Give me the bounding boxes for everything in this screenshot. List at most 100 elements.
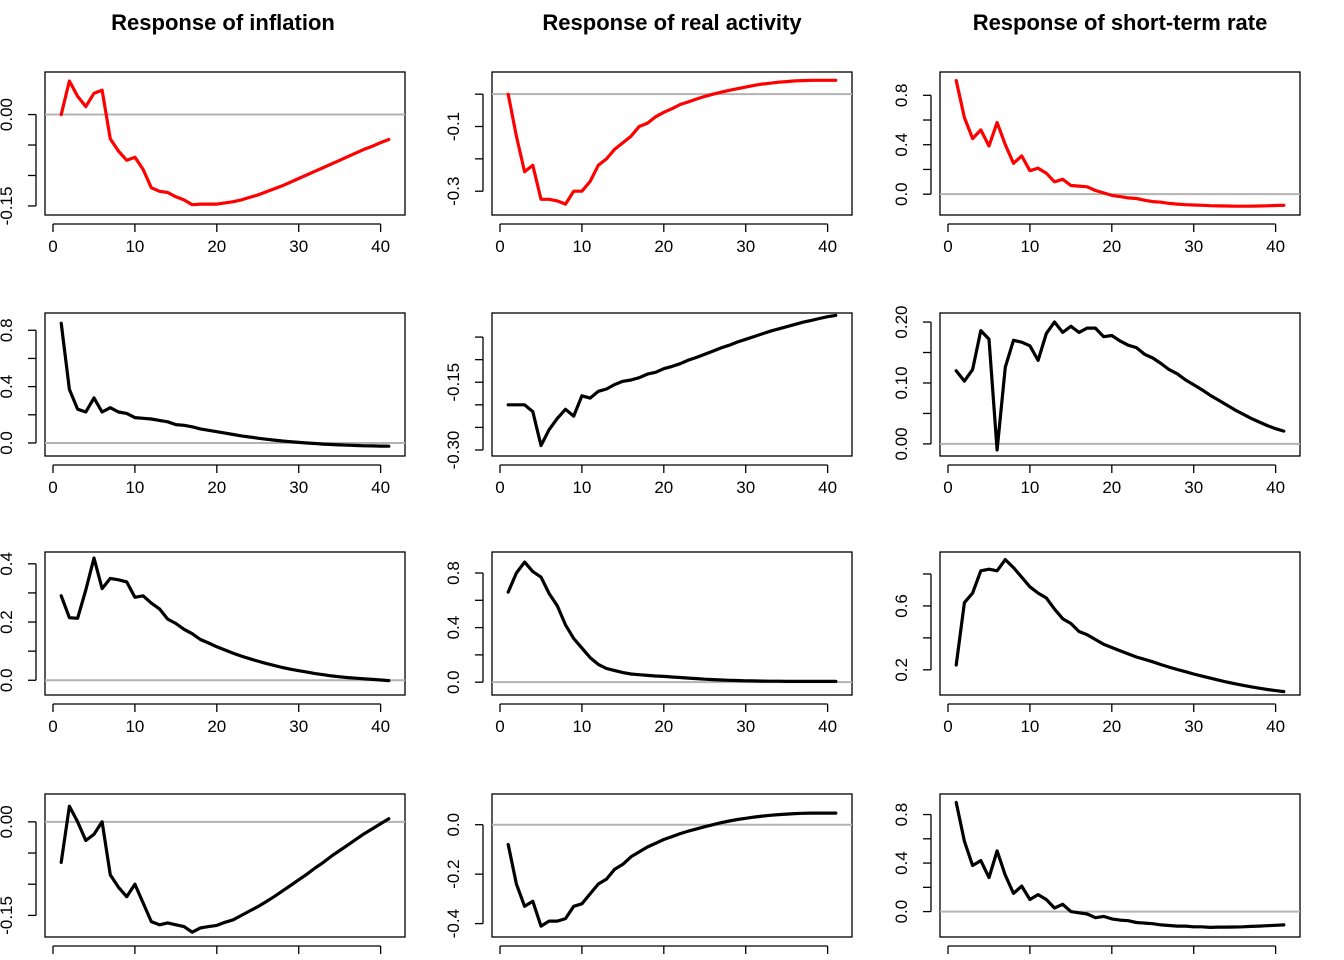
response-line [59, 804, 391, 934]
response-line [954, 557, 1286, 694]
x-tick-label: 20 [654, 237, 673, 256]
panel-r1-c2: 0 10 20 30 40 -0.1 -0.3 [444, 71, 853, 256]
x-tick-label: 30 [736, 478, 755, 497]
y-tick-label: 0.0 [0, 431, 16, 455]
y-tick-label: -0.15 [0, 187, 16, 226]
x-tick-label: 10 [1020, 478, 1039, 497]
y-tick-label: 0.4 [444, 616, 463, 640]
x-tick-label: 30 [1184, 478, 1203, 497]
column-title-short-term-rate: Response of short-term rate [973, 10, 1268, 35]
y-tick-label: -0.4 [444, 909, 463, 938]
response-line [506, 313, 838, 448]
x-tick-label: 0 [943, 478, 952, 497]
x-tick-label: 10 [572, 717, 591, 736]
x-tick-label: 40 [371, 237, 390, 256]
x-tick-label: 0 [495, 717, 504, 736]
x-tick-label: 0 [48, 237, 57, 256]
x-tick-label: 10 [572, 237, 591, 256]
x-tick-label: 40 [818, 717, 837, 736]
y-tick-label: 0.4 [0, 552, 16, 576]
x-tick-label: 10 [125, 237, 144, 256]
plot-frame [939, 793, 1301, 938]
x-tick-label: 30 [289, 237, 308, 256]
y-tick-label: 0.8 [0, 318, 16, 342]
x-tick-label: 0 [495, 478, 504, 497]
plot-frame [491, 793, 853, 938]
y-tick-label: 0.6 [892, 594, 911, 618]
response-line [506, 560, 838, 684]
y-tick-label: -0.15 [444, 363, 463, 402]
panel-r3-c3: 0 10 20 30 40 0.2 0.6 [892, 551, 1301, 736]
y-tick-label: 0.00 [892, 427, 911, 460]
y-tick-label: 0.4 [0, 375, 16, 399]
response-line [954, 320, 1286, 452]
y-tick-label: 0.8 [444, 561, 463, 585]
x-tick-label: 40 [1266, 478, 1285, 497]
y-tick-label: 0.2 [0, 610, 16, 634]
y-tick-label: -0.3 [444, 177, 463, 206]
x-tick-label: 40 [1266, 237, 1285, 256]
x-tick-label: 20 [654, 717, 673, 736]
y-tick-label: 0.0 [892, 182, 911, 206]
plot-frame [491, 312, 853, 457]
x-tick-label: 10 [1020, 237, 1039, 256]
response-line [59, 321, 391, 448]
panel-grid: 0 10 20 30 400.00-0.150 10 20 30 40-0.1-0.30 10 20… [0, 71, 1301, 954]
response-line [954, 78, 1286, 208]
x-tick-label: 20 [207, 237, 226, 256]
x-tick-label: 0 [495, 237, 504, 256]
y-tick-label: 0.0 [892, 900, 911, 924]
x-tick-label: 0 [48, 717, 57, 736]
plot-frame [939, 312, 1301, 457]
panel-r2-c2: 0 10 20 30 40 -0.15 -0.30 [444, 312, 853, 497]
plot-frame [44, 793, 406, 938]
x-tick-label: 40 [371, 478, 390, 497]
plot-frame [44, 551, 406, 696]
y-tick-label: -0.1 [444, 112, 463, 141]
x-tick-label: 10 [572, 478, 591, 497]
y-tick-label: -0.2 [444, 860, 463, 889]
y-tick-label: 0.2 [892, 658, 911, 682]
x-tick-label: 30 [289, 717, 308, 736]
plot-frame [491, 71, 853, 216]
x-tick-label: 30 [736, 237, 755, 256]
y-tick-label: 0.4 [892, 851, 911, 875]
y-tick-label: 0.0 [444, 670, 463, 694]
x-tick-label: 40 [371, 717, 390, 736]
response-line [59, 79, 391, 207]
column-title-real-activity: Response of real activity [542, 10, 802, 35]
y-tick-label: 0.10 [892, 366, 911, 399]
column-title-inflation: Response of inflation [111, 10, 335, 35]
panel-r3-c1: 0 10 20 30 40 0.0 0.2 0.4 [0, 551, 406, 736]
x-tick-label: 20 [1102, 237, 1121, 256]
y-tick-label: 0.00 [0, 98, 16, 131]
plot-frame [44, 312, 406, 457]
x-tick-label: 0 [48, 478, 57, 497]
panel-r2-c1: 0 10 20 30 40 0.0 0.4 0.8 [0, 312, 406, 497]
x-tick-label: 10 [125, 478, 144, 497]
x-tick-label: 20 [654, 478, 673, 497]
x-tick-label: 30 [1184, 717, 1203, 736]
panel-r3-c2: 0 10 20 30 40 0.0 0.4 0.8 [444, 551, 853, 736]
x-tick-label: 20 [1102, 478, 1121, 497]
panel-r4-c2: 0.0 -0.2 -0.4 [444, 793, 853, 954]
y-tick-label: -0.15 [0, 896, 16, 935]
x-tick-label: 40 [818, 237, 837, 256]
y-tick-label: 0.8 [892, 83, 911, 107]
y-tick-label: 0.00 [0, 805, 16, 838]
x-tick-label: 10 [1020, 717, 1039, 736]
x-tick-label: 10 [125, 717, 144, 736]
panel-r4-c1: 0.00 -0.15 [0, 793, 406, 954]
x-tick-label: 20 [207, 478, 226, 497]
x-tick-label: 40 [1266, 717, 1285, 736]
response-line [506, 78, 838, 206]
x-tick-label: 40 [818, 478, 837, 497]
y-tick-label: 0.0 [0, 668, 16, 692]
panel-r1-c3: 0 10 20 30 40 0.0 0.4 0.8 [892, 71, 1301, 256]
y-tick-label: 0.4 [892, 133, 911, 157]
x-tick-label: 0 [943, 717, 952, 736]
x-tick-label: 30 [736, 717, 755, 736]
x-tick-label: 20 [1102, 717, 1121, 736]
panel-r4-c3: 0.0 0.4 0.8 [892, 793, 1301, 954]
